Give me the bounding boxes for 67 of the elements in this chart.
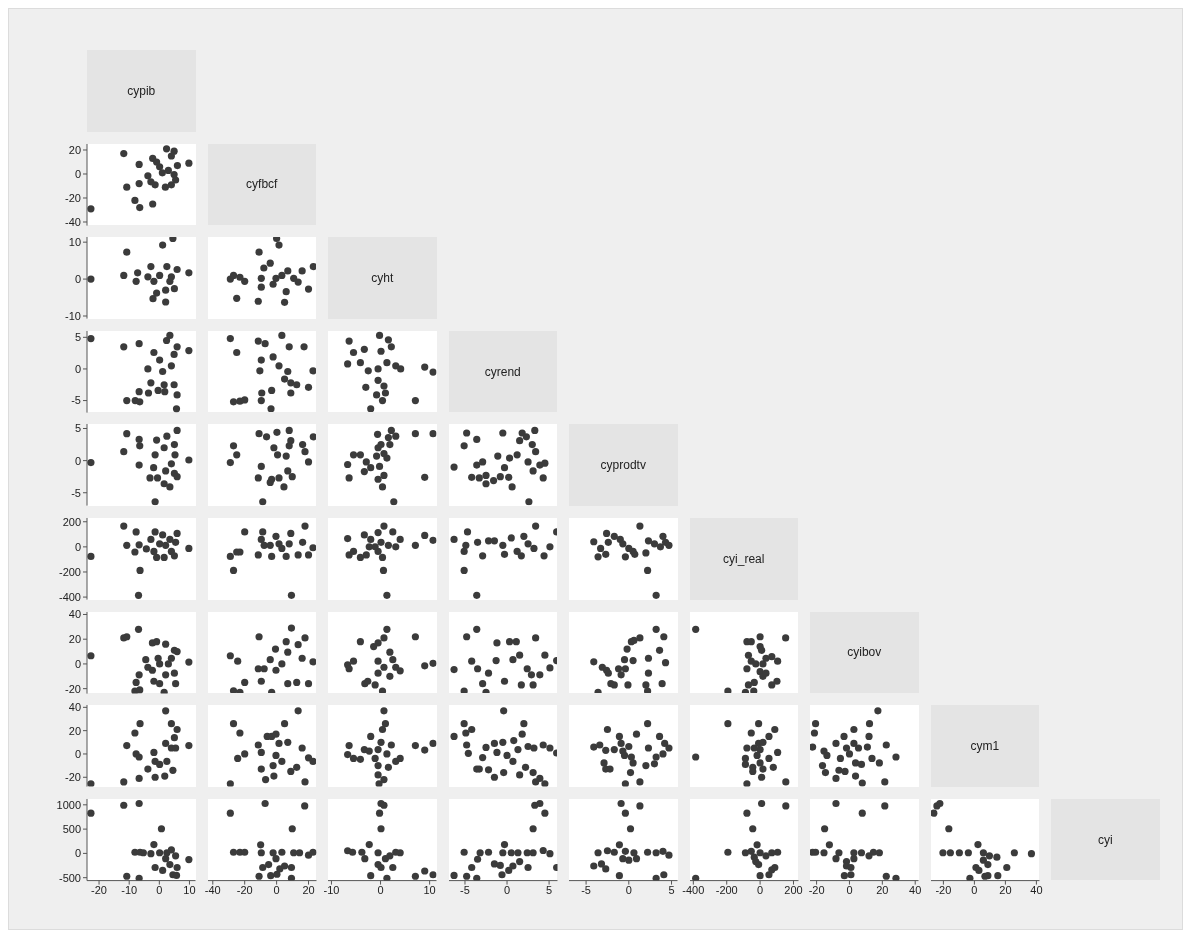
x-tick-label: -20 bbox=[934, 884, 951, 897]
y-tick-label: 0 bbox=[74, 454, 81, 467]
x-tick-label: -200 bbox=[715, 884, 738, 897]
y-tick-label: -5 bbox=[71, 487, 81, 500]
text: cyprodtv bbox=[569, 424, 678, 506]
x-tick-label: 20 bbox=[998, 884, 1012, 897]
y-tick-label: 1000 bbox=[56, 798, 81, 811]
x-tick-label: 0 bbox=[156, 884, 163, 897]
y-tick-label: 5 bbox=[74, 331, 81, 344]
y-tick-label: 0 bbox=[74, 273, 81, 286]
x-tick-label: -40 bbox=[204, 884, 221, 897]
x-tick-label: -20 bbox=[236, 884, 253, 897]
x-tick-label: -400 bbox=[681, 884, 704, 897]
x-tick-label: 5 bbox=[545, 884, 552, 897]
y-tick-label: 5 bbox=[74, 422, 81, 435]
y-tick-label: 0 bbox=[74, 540, 81, 553]
x-tick-label: 5 bbox=[668, 884, 675, 897]
x-tick-label: 40 bbox=[909, 884, 922, 897]
x-tick-label: 0 bbox=[846, 884, 853, 897]
y-tick-label: -400 bbox=[59, 590, 81, 603]
y-tick-label: -10 bbox=[65, 310, 81, 323]
x-tick-label: -5 bbox=[459, 884, 470, 897]
x-tick-label: -10 bbox=[323, 884, 340, 897]
y-tick-label: -20 bbox=[65, 771, 81, 784]
x-tick-label: 0 bbox=[377, 884, 384, 897]
y-tick-label: 10 bbox=[68, 236, 81, 249]
x-tick-label: -10 bbox=[121, 884, 138, 897]
y-tick-label: 0 bbox=[74, 657, 81, 670]
y-tick-label: 40 bbox=[68, 607, 81, 620]
text: cyfbcf bbox=[207, 143, 316, 226]
y-tick-label: -500 bbox=[59, 871, 81, 884]
y-tick-label: 20 bbox=[68, 632, 81, 645]
text: cym1 bbox=[930, 705, 1039, 787]
x-tick-label: 0 bbox=[273, 884, 280, 897]
y-tick-label: 0 bbox=[74, 748, 81, 761]
x-tick-label: 10 bbox=[183, 884, 196, 897]
text: cyi_real bbox=[689, 518, 798, 600]
y-tick-label: -40 bbox=[65, 215, 81, 228]
x-tick-label: 10 bbox=[423, 884, 436, 897]
y-tick-label: 20 bbox=[68, 724, 81, 737]
y-tick-label: -200 bbox=[59, 565, 81, 578]
x-tick-label: 0 bbox=[970, 884, 977, 897]
text: cypib bbox=[87, 50, 196, 132]
x-tick-label: 0 bbox=[625, 884, 632, 897]
text: cyibov bbox=[810, 611, 919, 694]
text: cyi bbox=[1051, 798, 1160, 881]
x-tick-label: 0 bbox=[756, 884, 763, 897]
y-tick-label: 500 bbox=[62, 822, 81, 835]
x-tick-label: 20 bbox=[876, 884, 889, 897]
x-tick-label: -20 bbox=[91, 884, 107, 897]
y-tick-label: 20 bbox=[68, 143, 81, 156]
x-tick-label: 20 bbox=[301, 884, 315, 897]
y-tick-label: 40 bbox=[68, 701, 81, 714]
y-tick-label: 0 bbox=[74, 847, 81, 860]
y-tick-label: -5 bbox=[71, 394, 81, 407]
x-tick-label: 0 bbox=[503, 884, 510, 897]
y-tick-label: 0 bbox=[74, 167, 81, 180]
y-tick-label: -20 bbox=[65, 191, 81, 204]
x-tick-label: 40 bbox=[1029, 884, 1043, 897]
text: cyht bbox=[328, 237, 437, 319]
y-tick-label: -20 bbox=[65, 682, 81, 695]
y-tick-label: 200 bbox=[62, 515, 81, 528]
x-tick-label: -20 bbox=[808, 884, 825, 897]
x-tick-label: -5 bbox=[581, 884, 591, 897]
x-tick-label: 200 bbox=[783, 884, 803, 897]
y-tick-label: 0 bbox=[74, 362, 81, 375]
text: cyrend bbox=[448, 330, 557, 413]
